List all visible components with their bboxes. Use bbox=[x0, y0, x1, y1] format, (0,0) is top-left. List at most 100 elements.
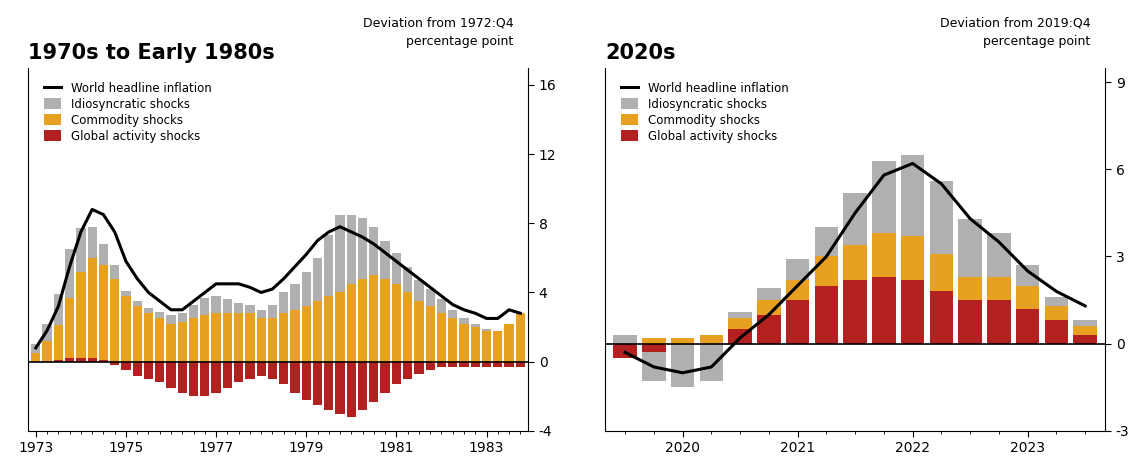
Bar bbox=[99, 265, 108, 360]
Bar bbox=[257, 310, 266, 319]
Legend: World headline inflation, Idiosyncratic shocks, Commodity shocks, Global activit: World headline inflation, Idiosyncratic … bbox=[39, 77, 217, 147]
Bar bbox=[815, 256, 838, 286]
Bar bbox=[815, 228, 838, 256]
Bar bbox=[758, 315, 780, 344]
Bar bbox=[358, 362, 367, 410]
Bar bbox=[280, 293, 289, 313]
Bar bbox=[425, 289, 434, 306]
Bar bbox=[1015, 265, 1039, 286]
Bar bbox=[144, 313, 154, 362]
Bar bbox=[437, 362, 446, 367]
Bar bbox=[729, 329, 752, 344]
Bar bbox=[613, 344, 637, 358]
Bar bbox=[872, 277, 896, 344]
Bar bbox=[189, 319, 198, 362]
Bar bbox=[380, 278, 390, 362]
Bar bbox=[268, 319, 277, 362]
Bar bbox=[437, 313, 446, 362]
Bar bbox=[1074, 335, 1097, 344]
Bar bbox=[313, 301, 322, 362]
Bar bbox=[872, 160, 896, 233]
Bar bbox=[1074, 326, 1097, 335]
Bar bbox=[516, 362, 525, 367]
Bar bbox=[121, 291, 131, 296]
Bar bbox=[54, 294, 63, 325]
Bar bbox=[929, 181, 953, 253]
Text: 2020s: 2020s bbox=[605, 43, 675, 63]
Bar bbox=[516, 313, 525, 362]
Bar bbox=[87, 227, 96, 258]
Bar bbox=[31, 353, 40, 362]
Bar bbox=[504, 362, 513, 367]
Bar bbox=[448, 310, 457, 319]
Bar bbox=[245, 304, 254, 313]
Bar bbox=[290, 284, 299, 310]
Bar bbox=[65, 249, 74, 298]
Bar bbox=[843, 245, 866, 280]
Bar bbox=[786, 280, 809, 300]
Bar bbox=[415, 362, 424, 374]
Bar bbox=[425, 306, 434, 362]
Bar bbox=[347, 215, 356, 284]
Text: 1970s to Early 1980s: 1970s to Early 1980s bbox=[28, 43, 275, 63]
Bar bbox=[403, 293, 413, 362]
Bar bbox=[336, 215, 345, 293]
Bar bbox=[280, 362, 289, 384]
Bar bbox=[121, 362, 131, 371]
Bar bbox=[110, 362, 119, 365]
Bar bbox=[471, 362, 480, 367]
Bar bbox=[189, 304, 198, 319]
Bar bbox=[901, 155, 925, 236]
Bar bbox=[786, 260, 809, 280]
Bar bbox=[758, 288, 780, 300]
Bar bbox=[448, 362, 457, 367]
Bar bbox=[99, 360, 108, 362]
Bar bbox=[77, 358, 86, 362]
Bar bbox=[699, 335, 723, 344]
Text: Deviation from 2019:Q4
percentage point: Deviation from 2019:Q4 percentage point bbox=[940, 17, 1090, 48]
Bar bbox=[758, 300, 780, 315]
Bar bbox=[482, 329, 492, 330]
Bar bbox=[42, 341, 52, 362]
Bar bbox=[212, 313, 221, 362]
Bar bbox=[313, 258, 322, 301]
Bar bbox=[987, 233, 1011, 277]
Bar bbox=[42, 324, 52, 341]
Bar bbox=[786, 300, 809, 344]
Bar bbox=[460, 324, 469, 362]
Bar bbox=[1045, 320, 1068, 344]
Bar bbox=[493, 330, 502, 362]
Bar bbox=[699, 344, 723, 381]
Bar bbox=[234, 313, 243, 362]
Bar bbox=[493, 362, 502, 367]
Bar bbox=[958, 219, 982, 277]
Bar bbox=[257, 362, 266, 376]
Bar bbox=[987, 277, 1011, 300]
Bar bbox=[729, 318, 752, 329]
Bar bbox=[110, 278, 119, 362]
Bar bbox=[460, 362, 469, 367]
Bar bbox=[843, 193, 866, 245]
Bar bbox=[380, 362, 390, 393]
Bar bbox=[929, 291, 953, 344]
Bar bbox=[87, 258, 96, 358]
Bar bbox=[313, 362, 322, 405]
Bar bbox=[189, 362, 198, 396]
Bar bbox=[77, 228, 86, 272]
Bar bbox=[31, 345, 40, 353]
Text: Deviation from 1972:Q4
percentage point: Deviation from 1972:Q4 percentage point bbox=[362, 17, 513, 48]
Bar bbox=[403, 267, 413, 293]
Bar bbox=[958, 277, 982, 300]
Bar bbox=[54, 325, 63, 360]
Bar bbox=[843, 280, 866, 344]
Bar bbox=[222, 362, 231, 388]
Bar bbox=[54, 360, 63, 362]
Bar bbox=[1015, 286, 1039, 309]
Bar bbox=[642, 338, 666, 344]
Bar bbox=[301, 306, 311, 362]
Bar bbox=[290, 310, 299, 362]
Bar bbox=[133, 301, 142, 306]
Bar bbox=[1015, 309, 1039, 344]
Bar bbox=[1045, 297, 1068, 306]
Bar bbox=[336, 293, 345, 362]
